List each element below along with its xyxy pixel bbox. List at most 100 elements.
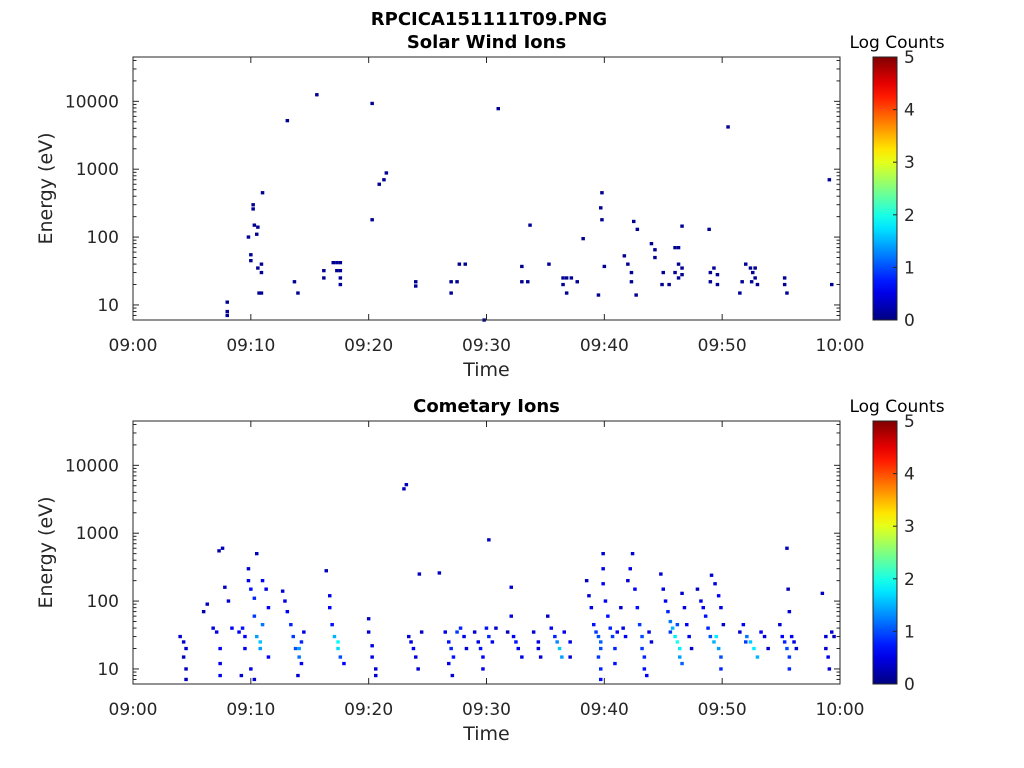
data-cell: [252, 596, 257, 600]
data-cell: [249, 587, 253, 591]
data-cell: [709, 573, 714, 577]
data-cell: [252, 677, 257, 682]
colorbar-label: Log Counts: [849, 33, 944, 53]
data-cell: [450, 673, 455, 678]
data-cell: [285, 119, 290, 123]
data-cell: [748, 266, 753, 270]
data-cell: [256, 266, 260, 270]
data-cell: [713, 582, 717, 586]
x-tick-label: 09:00: [109, 336, 158, 356]
data-cell: [599, 206, 603, 210]
data-cell: [336, 640, 340, 644]
data-cell: [673, 270, 677, 275]
data-cell: [766, 646, 770, 651]
data-cell: [755, 282, 760, 287]
data-cell: [676, 262, 681, 266]
data-cell: [587, 594, 591, 598]
panel-title: Cometary Ions: [413, 396, 560, 417]
data-cell: [342, 661, 346, 666]
data-cell: [640, 634, 644, 639]
data-cell: [560, 655, 564, 659]
data-cell: [338, 269, 343, 273]
data-cell: [596, 293, 601, 297]
data-cell: [536, 646, 541, 651]
x-tick-label: 09:30: [462, 700, 511, 720]
data-cell: [782, 282, 787, 287]
data-cell: [642, 667, 647, 671]
data-cell: [324, 569, 328, 573]
data-cell: [675, 640, 680, 644]
x-axis-label: Time: [462, 723, 510, 745]
data-cell: [623, 634, 628, 639]
data-cell: [338, 655, 343, 659]
x-tick-label: 09:40: [580, 700, 629, 720]
data-cell: [695, 587, 700, 591]
data-cell: [255, 552, 259, 556]
data-cell: [258, 646, 262, 651]
data-cell: [670, 626, 675, 630]
data-cell: [785, 646, 789, 651]
data-cell: [255, 634, 259, 639]
data-cell: [568, 655, 572, 659]
x-tick-label: 09:00: [109, 700, 158, 720]
data-cell: [599, 640, 603, 644]
x-tick-label: 09:10: [226, 700, 275, 720]
data-cell: [608, 626, 612, 630]
data-cell: [322, 269, 326, 273]
data-cell: [538, 655, 543, 659]
data-cell: [257, 291, 261, 295]
data-cell: [716, 646, 721, 651]
data-cell: [377, 182, 381, 186]
data-cell: [283, 599, 287, 603]
colorbar-tick-label: 2: [904, 206, 915, 226]
data-cell: [322, 276, 326, 280]
data-cell: [260, 623, 265, 627]
data-cell: [599, 677, 603, 682]
y-tick-label: 100: [87, 228, 119, 248]
data-cell: [299, 661, 304, 666]
colorbar: [872, 420, 898, 685]
data-cell: [528, 223, 532, 227]
data-cell: [789, 634, 794, 639]
colorbar-tick-label: 4: [904, 101, 915, 121]
data-cell: [487, 538, 491, 542]
data-cell: [291, 634, 295, 639]
data-cell: [514, 640, 518, 644]
data-cell: [252, 614, 257, 618]
data-cell: [531, 630, 536, 634]
y-tick-label: 1000: [76, 160, 119, 180]
data-cell: [615, 630, 619, 634]
data-cell: [827, 178, 832, 182]
data-cell: [225, 309, 229, 314]
data-cell: [626, 579, 630, 583]
data-cell: [526, 280, 530, 284]
panel-cometary-ions: 09:00 09:10 09:20 09:30 09:40 09:50 10:0010100…: [35, 396, 945, 745]
data-cell: [637, 623, 642, 627]
data-cell: [676, 246, 681, 250]
panel-solar-wind-ions: 09:00 09:10 09:20 09:30 09:40 09:50 10:0010100…: [35, 32, 945, 381]
data-cell: [330, 623, 334, 627]
data-cell: [642, 655, 647, 659]
data-cell: [201, 610, 206, 614]
data-cell: [289, 623, 293, 627]
data-cell: [370, 218, 374, 222]
data-cell: [601, 582, 605, 586]
data-cell: [328, 606, 332, 610]
x-tick-label: 09:40: [580, 336, 629, 356]
panel-title: Solar Wind Ions: [407, 32, 566, 53]
data-cell: [223, 585, 227, 589]
x-tick-label: 09:30: [462, 336, 511, 356]
data-cell: [225, 300, 229, 304]
y-tick-label: 10: [97, 296, 119, 316]
data-cell: [647, 630, 651, 634]
x-tick-label: 09:10: [226, 336, 275, 356]
data-cell: [749, 280, 754, 284]
data-cell: [225, 313, 229, 318]
data-cell: [481, 667, 485, 671]
data-cell: [547, 262, 551, 266]
data-cell: [673, 246, 677, 250]
data-cell: [778, 623, 782, 627]
data-cell: [230, 626, 234, 630]
data-cell: [259, 270, 264, 275]
y-axis-label: Energy (eV): [35, 132, 57, 244]
